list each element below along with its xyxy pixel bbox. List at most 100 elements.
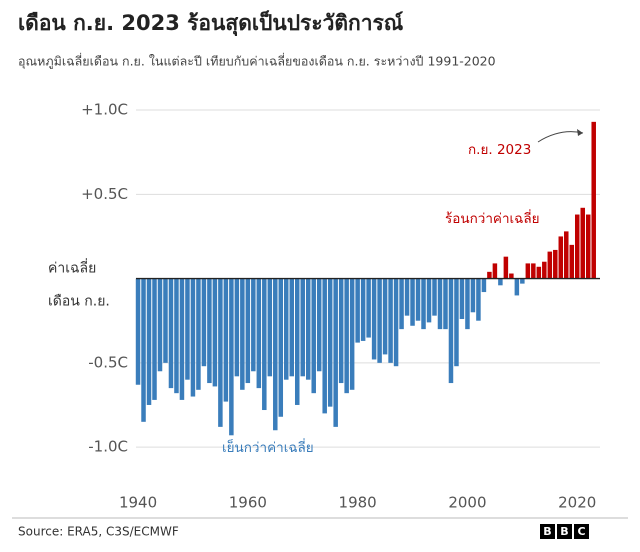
annotation-arrow bbox=[537, 131, 584, 143]
bar bbox=[300, 278, 305, 377]
logo-box bbox=[574, 524, 589, 539]
chart-title: เดือน ก.ย. 2023 ร้อนสุดเป็นประวัติการณ์ bbox=[18, 9, 404, 37]
arrow-head bbox=[577, 129, 583, 136]
bar bbox=[207, 278, 212, 384]
bar bbox=[333, 278, 338, 427]
bar bbox=[338, 278, 344, 384]
bar bbox=[355, 278, 360, 343]
bar bbox=[580, 207, 585, 279]
bar bbox=[135, 278, 141, 385]
bar bbox=[476, 278, 481, 321]
bar bbox=[558, 236, 564, 279]
y-tick-label: +1.0C bbox=[81, 101, 128, 119]
bar bbox=[179, 278, 185, 400]
x-tick-label: 1980 bbox=[339, 494, 377, 512]
bar bbox=[267, 278, 273, 377]
bar bbox=[426, 278, 432, 323]
bar bbox=[223, 278, 229, 402]
bar bbox=[525, 263, 531, 279]
x-tick-label: 1960 bbox=[229, 494, 267, 512]
bar bbox=[459, 278, 465, 320]
bar bbox=[492, 263, 498, 279]
bar bbox=[542, 261, 547, 279]
bar bbox=[514, 278, 520, 296]
bar bbox=[327, 278, 333, 407]
bar bbox=[531, 263, 536, 279]
bar bbox=[305, 278, 311, 380]
zero-label: ค่าเฉลี่ย bbox=[48, 259, 96, 277]
bar bbox=[273, 278, 278, 431]
bar bbox=[421, 278, 426, 330]
bar bbox=[163, 278, 168, 363]
bar bbox=[234, 278, 240, 377]
bar bbox=[316, 278, 322, 372]
bar bbox=[141, 278, 146, 422]
bar bbox=[284, 278, 289, 380]
bar bbox=[454, 278, 459, 367]
bar bbox=[146, 278, 152, 405]
bar bbox=[536, 266, 542, 279]
bar bbox=[201, 278, 207, 367]
bar bbox=[448, 278, 454, 384]
bar bbox=[360, 278, 366, 341]
bar bbox=[262, 278, 267, 411]
bar bbox=[245, 278, 251, 384]
bar bbox=[470, 278, 476, 313]
bar bbox=[487, 271, 492, 279]
logo-letter: B bbox=[543, 525, 551, 538]
bar bbox=[218, 278, 223, 427]
bar bbox=[498, 278, 503, 286]
bar bbox=[196, 278, 201, 390]
bar bbox=[509, 273, 514, 279]
logo-box bbox=[557, 524, 572, 539]
bar bbox=[415, 278, 421, 321]
bar bbox=[240, 278, 245, 390]
bar bbox=[371, 278, 377, 360]
y-tick-label: +0.5C bbox=[81, 185, 128, 203]
bar bbox=[382, 278, 388, 355]
bar bbox=[185, 278, 190, 380]
bar bbox=[289, 278, 295, 377]
y-tick-label: -1.0C bbox=[88, 438, 128, 456]
bar bbox=[520, 278, 525, 284]
bar bbox=[547, 251, 553, 279]
bar bbox=[569, 244, 575, 279]
bar bbox=[152, 278, 157, 400]
bar bbox=[503, 256, 509, 279]
bar bbox=[322, 278, 327, 414]
x-tick-label: 2000 bbox=[448, 494, 486, 512]
bar bbox=[574, 214, 580, 279]
bar bbox=[256, 278, 262, 389]
bar bbox=[157, 278, 163, 372]
bar bbox=[465, 278, 470, 330]
bar bbox=[553, 249, 558, 279]
bar bbox=[399, 278, 404, 330]
bar bbox=[388, 278, 393, 363]
bar bbox=[377, 278, 382, 363]
y-tick-label: -0.5C bbox=[88, 353, 128, 371]
bar bbox=[481, 278, 487, 293]
bar bbox=[251, 278, 256, 372]
x-tick-label: 1940 bbox=[119, 494, 157, 512]
bar bbox=[344, 278, 349, 394]
bar bbox=[564, 231, 569, 279]
bar bbox=[410, 278, 415, 326]
bar bbox=[229, 278, 234, 436]
annotation: เย็นกว่าค่าเฉลี่ย bbox=[222, 438, 314, 456]
source: Source: ERA5, C3S/ECMWF bbox=[18, 525, 179, 539]
bar bbox=[393, 278, 399, 367]
annotation: ก.ย. 2023 bbox=[468, 142, 531, 158]
annotation: ร้อนกว่าค่าเฉลี่ย bbox=[445, 209, 540, 227]
bar bbox=[585, 214, 591, 279]
bar bbox=[432, 278, 437, 316]
bar bbox=[212, 278, 218, 387]
bar bbox=[591, 121, 596, 279]
bar bbox=[311, 278, 316, 394]
bar bbox=[366, 278, 371, 338]
bar bbox=[190, 278, 196, 397]
bar bbox=[443, 278, 448, 330]
logo-letter: C bbox=[577, 525, 585, 538]
chart-subtitle: อุณหภูมิเฉลี่ยเดือน ก.ย. ในแต่ละปี เทียบ… bbox=[18, 53, 496, 70]
x-tick-label: 2020 bbox=[558, 494, 596, 512]
